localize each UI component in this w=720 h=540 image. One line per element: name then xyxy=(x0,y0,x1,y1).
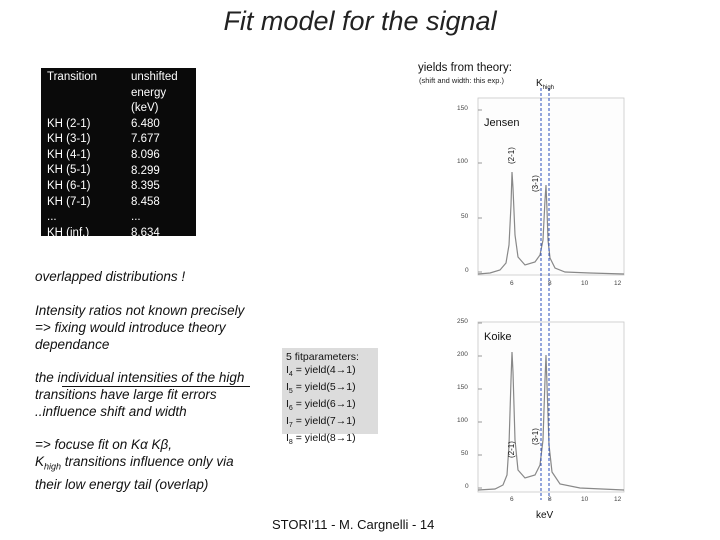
fit-parameters-box: 5 fitparameters: I4 = yield(4→1) I5 = yi… xyxy=(282,348,378,446)
y-tick: 100 xyxy=(457,417,468,424)
table-cell: ... xyxy=(131,211,141,224)
intensity-paragraph: Intensity ratios not known precisely => … xyxy=(35,302,244,353)
koike-label: Koike xyxy=(484,331,512,343)
text-line: the individual intensities of the high xyxy=(35,370,245,385)
param-line: I6 = yield(6→1) xyxy=(286,398,356,413)
peak-21-label-top: (2-1) xyxy=(507,147,516,164)
x-tick: 8 xyxy=(548,280,552,287)
y-tick: 0 xyxy=(465,483,469,490)
table-cell: ... xyxy=(47,211,57,224)
param-line: I8 = yield(8→1) xyxy=(286,432,356,447)
table-cell: KH (7-1) xyxy=(47,195,91,208)
x-tick: 12 xyxy=(614,280,622,287)
table-cell: KH (3-1) xyxy=(47,133,91,146)
x-tick: 6 xyxy=(510,280,514,287)
focus-paragraph: => focuse fit on Kα Kβ, Khigh transition… xyxy=(35,436,234,493)
y-tick: 150 xyxy=(457,105,468,112)
jensen-label: Jensen xyxy=(484,117,520,129)
y-tick: 200 xyxy=(457,351,468,358)
khigh-label: Khigh xyxy=(536,78,555,91)
header-energy: unshifted energy (keV) xyxy=(131,71,178,115)
table-cell: KH (5-1) xyxy=(47,164,91,177)
table-cell: KH (2-1) xyxy=(47,117,91,130)
transition-table xyxy=(41,68,196,236)
y-tick: 0 xyxy=(465,267,469,274)
x-tick: 8 xyxy=(548,496,552,503)
table-cell: KH (6-1) xyxy=(47,179,91,192)
table-cell: 8.395 xyxy=(131,180,160,193)
individual-paragraph: the individual intensities of the high t… xyxy=(35,369,244,420)
text-line: Intensity ratios not known precisely xyxy=(35,303,245,318)
y-tick: 50 xyxy=(461,450,469,457)
x-axis-unit: keV xyxy=(536,510,554,521)
jensen-spectrum-curve xyxy=(477,171,625,275)
y-tick: 100 xyxy=(457,158,468,165)
peak-31-label-top: (3-1) xyxy=(531,175,540,192)
peak-31-label-bottom: (3-1) xyxy=(531,428,540,445)
text-line: => fixing would introduce theory xyxy=(35,320,226,335)
text-line: Khigh transitions influence only via xyxy=(35,454,234,472)
table-cell: 8.096 xyxy=(131,148,160,161)
params-heading: 5 fitparameters: xyxy=(286,351,359,363)
transition-column: Transition KH (2-1) KH (3-1) KH (4-1) KH… xyxy=(47,70,127,241)
koike-spectrum-curve xyxy=(477,351,625,491)
table-cell: KH (4-1) xyxy=(47,148,91,161)
text-line: ..influence shift and width xyxy=(35,404,187,419)
yields-title: yields from theory: xyxy=(418,62,512,74)
x-tick: 10 xyxy=(581,496,589,503)
overlapped-note: overlapped distributions ! xyxy=(35,269,186,284)
x-tick: 10 xyxy=(581,280,589,287)
underline xyxy=(62,386,250,387)
x-tick: 12 xyxy=(614,496,622,503)
param-line: I4 = yield(4→1) xyxy=(286,364,356,379)
table-cell: 8.299 xyxy=(131,164,160,177)
table-cell: 8.634 xyxy=(131,226,160,239)
energy-column: unshifted energy (keV) 6.480 7.677 8.096… xyxy=(131,70,193,242)
header-transition: Transition xyxy=(47,71,98,83)
text-line: their low energy tail (overlap) xyxy=(35,476,209,492)
text-line: dependance xyxy=(35,337,110,352)
y-tick: 150 xyxy=(457,384,468,391)
table-cell: 6.480 xyxy=(131,117,160,130)
y-tick: 250 xyxy=(457,318,468,325)
peak-21-label-bottom: (2-1) xyxy=(507,441,516,458)
param-line: I7 = yield(7→1) xyxy=(286,415,356,430)
table-cell: KH (inf.) xyxy=(47,226,90,239)
table-cell: 7.677 xyxy=(131,133,160,146)
yields-subtitle: (shift and width: this exp.) xyxy=(419,76,505,85)
top-plot-frame xyxy=(477,97,625,276)
slide-title: Fit model for the signal xyxy=(223,6,497,36)
y-tick: 50 xyxy=(461,213,469,220)
footer: STORI'11 - M. Cargnelli - 14 xyxy=(272,517,435,532)
x-tick: 6 xyxy=(510,496,514,503)
text-line: => focuse fit on Kα Kβ, xyxy=(35,437,172,452)
table-cell: 8.458 xyxy=(131,195,160,208)
param-line: I5 = yield(5→1) xyxy=(286,381,356,396)
text-line: transitions have large fit errors xyxy=(35,387,217,402)
